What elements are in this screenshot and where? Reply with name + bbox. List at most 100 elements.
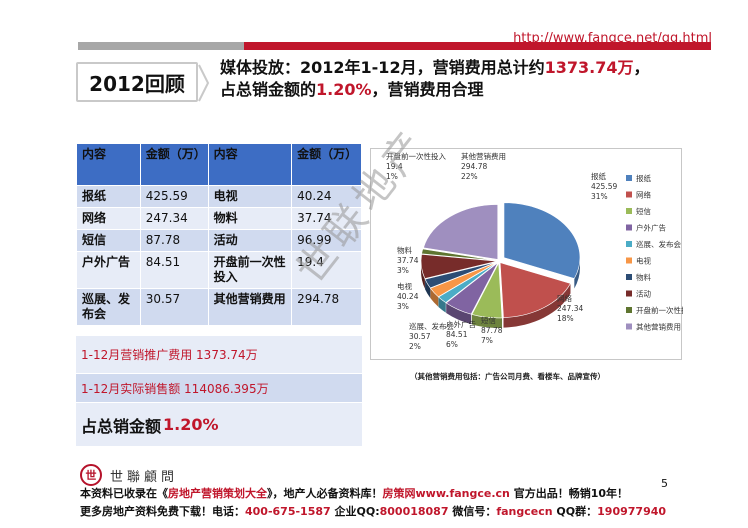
legend-label: 活动	[636, 289, 651, 299]
table-cell: 开盘前一次性投入	[207, 251, 293, 289]
legend-label: 巡展、发布会	[636, 239, 681, 249]
table-cell: 物料	[207, 207, 293, 230]
headline-line-2: 占总销金额的1.20%，营销费用合理	[220, 80, 484, 99]
legend-swatch	[626, 257, 632, 264]
summary-ratio: 占总销金额 1.20%	[76, 403, 362, 447]
pie-slice	[424, 261, 498, 289]
expense-pie-chart: 报纸 425.59 31% 网络 247.34 18% 短信 87.78 7% 户外广告 84.51…	[370, 148, 683, 360]
legend-swatch	[626, 274, 632, 280]
legend-swatch	[626, 224, 632, 231]
pie-slice	[423, 204, 499, 260]
chart-footnote: （其他营销费用包括：广告公司月费、看楼车、品牌宣传）	[410, 372, 605, 381]
pie-slice-side	[430, 288, 439, 307]
table-row: 网络 247.34 物料 37.74	[76, 207, 362, 230]
legend-swatch	[626, 191, 632, 198]
svg-text:22%: 22%	[461, 172, 478, 181]
svg-text:247.34: 247.34	[557, 304, 583, 313]
table-cell: 84.51	[139, 251, 209, 289]
legend-label: 户外广告	[636, 223, 666, 233]
page-headline: 媒体投放：2012年1-12月，营销费用总计约1373.74万， 占总销金额的1…	[220, 57, 649, 101]
table-cell: 户外广告	[76, 251, 141, 289]
table-cell: 电视	[207, 185, 293, 208]
svg-text:3%: 3%	[397, 266, 409, 275]
svg-text:开盘前一次性投入: 开盘前一次性投入	[386, 151, 446, 161]
legend-label: 其他营销费用	[636, 322, 681, 332]
svg-text:425.59: 425.59	[591, 182, 617, 191]
legend-swatch	[626, 290, 632, 297]
col-header-amount: 金额（万）	[139, 143, 209, 186]
table-row: 报纸 425.59 电视 40.24	[76, 185, 362, 208]
svg-text:电视: 电视	[397, 281, 412, 291]
svg-text:37.74: 37.74	[397, 256, 419, 265]
table-cell: 活动	[207, 229, 293, 252]
svg-text:7%: 7%	[481, 336, 493, 345]
company-name: 世聯顧問	[110, 469, 179, 485]
svg-text:户外广告: 户外广告	[446, 319, 476, 329]
footer-promo-line-1: 本资料已收录在《房地产营销策划大全》，地产人必备资料库！房策网www.fangc…	[80, 487, 629, 500]
header-bar-gray	[78, 42, 244, 50]
summary-promotion-cost: 1-12月营销推广费用 1373.74万	[76, 336, 362, 374]
legend-swatch	[626, 307, 632, 313]
svg-text:30.57: 30.57	[409, 332, 431, 341]
legend-label: 电视	[636, 256, 651, 266]
table-header-row: 内容 金额（万） 内容 金额（万）	[76, 143, 362, 186]
svg-text:6%: 6%	[446, 340, 458, 349]
footer-promo-line-2: 更多房地产资料免费下载！电话：400-675-1587 企业QQ:8000180…	[80, 505, 667, 518]
header-bar-red	[244, 42, 711, 50]
table-cell: 40.24	[291, 185, 362, 208]
year-title: 2012回顾	[76, 62, 198, 102]
legend-swatch	[626, 323, 632, 330]
pie-slice-side	[425, 279, 431, 298]
logo-mark: 世	[80, 464, 102, 486]
legend-swatch	[626, 241, 632, 247]
svg-text:网络: 网络	[557, 293, 572, 303]
table-cell: 短信	[76, 229, 141, 252]
svg-text:巡展、发布会: 巡展、发布会	[409, 321, 454, 331]
pie-slice	[471, 261, 503, 319]
table-cell: 网络	[76, 207, 141, 230]
pie-chart-svg: 报纸425.5931%网络247.3418%短信87.787%户外广告84.51…	[386, 151, 683, 351]
table-row: 巡展、发布会 30.57 其他营销费用 294.78	[76, 288, 362, 326]
pie-slice-side	[471, 314, 503, 328]
summary-sales-total: 1-12月实际销售额 114086.395万	[76, 374, 362, 403]
svg-text:短信: 短信	[481, 315, 496, 325]
table-cell: 19.4	[291, 251, 362, 289]
col-header-item: 内容	[76, 143, 141, 186]
svg-text:报纸: 报纸	[591, 171, 606, 181]
pie-slice	[421, 248, 498, 261]
legend-label: 网络	[636, 190, 651, 200]
pie-slice-side	[446, 302, 472, 325]
svg-text:84.51: 84.51	[446, 330, 468, 339]
pie-slice	[437, 262, 498, 304]
svg-text:其他营销费用: 其他营销费用	[461, 151, 506, 161]
headline-line-1: 媒体投放：2012年1-12月，营销费用总计约1373.74万，	[220, 58, 650, 77]
table-cell: 30.57	[139, 288, 209, 326]
table-cell: 37.74	[291, 207, 362, 230]
table-cell: 报纸	[76, 185, 141, 208]
pie-slice-side	[421, 261, 425, 289]
pie-slice	[499, 262, 571, 318]
pie-slice-side	[503, 283, 571, 328]
table-cell: 247.34	[139, 207, 209, 230]
chevron-right-icon	[198, 64, 210, 102]
svg-text:物料: 物料	[397, 245, 412, 255]
legend-label: 短信	[636, 206, 651, 216]
col-header-item: 内容	[207, 143, 293, 186]
legend-label: 开盘前一次性投	[636, 305, 683, 315]
svg-text:31%: 31%	[591, 192, 608, 201]
pie-slice	[503, 202, 581, 279]
svg-text:18%: 18%	[557, 314, 574, 323]
col-header-amount: 金额（万）	[291, 143, 362, 186]
svg-text:40.24: 40.24	[397, 292, 419, 301]
table-cell: 96.99	[291, 229, 362, 252]
legend-swatch	[626, 208, 632, 214]
